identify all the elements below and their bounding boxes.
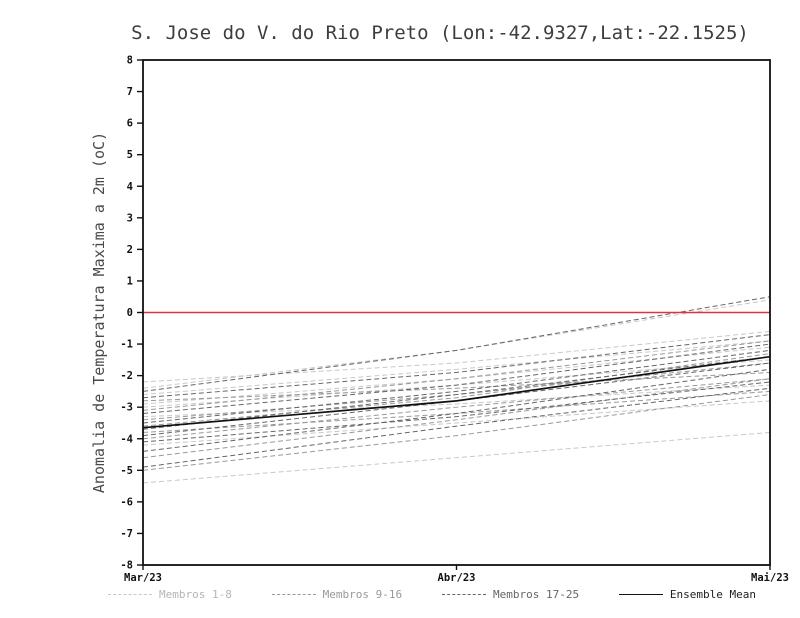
- svg-text:Mar/23: Mar/23: [124, 572, 162, 584]
- legend-label-membros-1-8: Membros 1-8: [159, 588, 232, 601]
- svg-text:Mai/23: Mai/23: [751, 572, 789, 584]
- svg-text:7: 7: [127, 86, 133, 98]
- legend-item-membros-17-25: Membros 17-25: [441, 588, 580, 601]
- legend-label-membros-17-25: Membros 17-25: [492, 588, 580, 601]
- svg-text:-3: -3: [120, 402, 133, 414]
- svg-text:-8: -8: [120, 560, 133, 572]
- svg-text:-7: -7: [120, 528, 133, 540]
- legend-label-ensemble-mean: Ensemble Mean: [669, 588, 756, 601]
- svg-text:0: 0: [127, 307, 133, 319]
- legend-swatch-membros-1-8: [108, 594, 152, 595]
- legend-item-membros-9-16: Membros 9-16: [271, 588, 403, 601]
- svg-text:-1: -1: [120, 339, 133, 351]
- legend-swatch-membros-9-16: [271, 594, 316, 595]
- svg-text:-2: -2: [120, 370, 133, 382]
- svg-text:1: 1: [127, 275, 133, 287]
- svg-text:4: 4: [127, 181, 133, 193]
- svg-text:-5: -5: [120, 465, 133, 477]
- legend-swatch-ensemble-mean: [618, 594, 663, 595]
- svg-text:3: 3: [127, 212, 133, 224]
- svg-text:5: 5: [127, 149, 133, 161]
- svg-text:8: 8: [127, 55, 133, 67]
- svg-text:-4: -4: [120, 433, 133, 445]
- legend-swatch-membros-17-25: [441, 594, 486, 595]
- chart-svg: -8 -7 -6 -5 -4 -3 -2 -1 0 1 2 3 4 5 6 7 8 Mar/23 Abr/23 Mai…: [90, 55, 789, 585]
- legend-item-ensemble-mean: Ensemble Mean: [618, 588, 756, 601]
- svg-text:Anomalia de Temperatura Maxima: Anomalia de Temperatura Maxima a 2m (oC): [90, 132, 108, 493]
- legend-item-membros-1-8: Membros 1-8: [108, 588, 232, 601]
- legend-label-membros-9-16: Membros 9-16: [322, 588, 403, 601]
- svg-text:-6: -6: [120, 496, 133, 508]
- chart-legend: Membros 1-8 Membros 9-16 Membros 17-25 E…: [108, 588, 756, 601]
- svg-text:Abr/23: Abr/23: [438, 572, 476, 584]
- svg-text:6: 6: [127, 118, 133, 130]
- svg-text:2: 2: [127, 244, 133, 256]
- chart-title: S. Jose do V. do Rio Preto (Lon:-42.9327…: [131, 22, 749, 44]
